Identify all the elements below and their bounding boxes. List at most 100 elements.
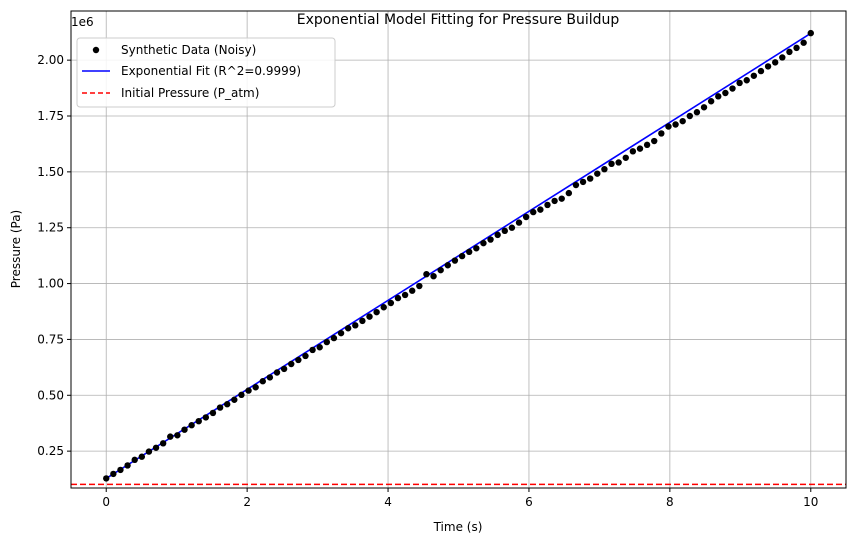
data-point <box>280 365 288 373</box>
data-point <box>501 227 508 235</box>
data-point <box>181 426 188 433</box>
data-point <box>131 456 138 464</box>
data-point <box>715 93 722 100</box>
exponential-fit-line <box>105 32 812 480</box>
data-point <box>480 239 487 247</box>
x-tick-label: 6 <box>525 495 533 509</box>
data-point <box>110 470 117 478</box>
data-point <box>771 59 779 66</box>
data-point <box>266 374 274 381</box>
data-point <box>743 77 750 84</box>
data-point <box>601 165 608 173</box>
data-point <box>373 308 380 316</box>
data-point <box>188 422 195 429</box>
data-point <box>380 304 387 311</box>
data-point <box>216 404 224 411</box>
data-point <box>473 245 480 252</box>
data-point <box>352 322 359 329</box>
data-point <box>522 213 530 221</box>
data-point <box>444 262 451 269</box>
data-point <box>594 170 601 177</box>
data-point <box>152 444 160 451</box>
y-tick-label: 0.25 <box>37 444 64 458</box>
data-point <box>579 178 587 186</box>
data-point <box>138 453 146 460</box>
data-point <box>323 338 331 346</box>
data-point <box>622 154 629 161</box>
data-points <box>103 29 814 482</box>
data-point <box>651 137 658 145</box>
data-point <box>586 175 594 182</box>
y-axis: 0.25 0.50 0.75 1.00 1.25 1.50 1.75 2.00 <box>37 53 71 458</box>
data-point <box>145 448 153 455</box>
y-axis-scale-label: 1e6 <box>71 15 94 29</box>
data-point <box>729 85 736 92</box>
data-point <box>103 475 110 482</box>
data-point <box>252 384 259 391</box>
data-point <box>537 206 544 213</box>
y-tick-label: 0.75 <box>37 332 64 346</box>
data-point <box>515 219 523 226</box>
data-point <box>302 352 309 360</box>
data-point <box>394 294 402 302</box>
data-point <box>608 160 615 168</box>
data-point <box>273 369 281 376</box>
chart-title: Exponential Model Fitting for Pressure B… <box>297 12 620 28</box>
x-tick-label: 2 <box>243 495 251 509</box>
x-tick-label: 8 <box>666 495 674 509</box>
data-point <box>530 208 537 216</box>
data-point <box>636 145 644 152</box>
data-point <box>316 344 323 351</box>
data-point <box>401 291 409 299</box>
data-point <box>309 346 316 354</box>
data-point <box>686 112 694 120</box>
x-tick-label: 0 <box>102 495 110 509</box>
data-point <box>387 299 395 307</box>
data-point <box>337 329 345 337</box>
y-axis-label: Pressure (Pa) <box>9 210 23 288</box>
data-point <box>124 462 131 469</box>
data-point <box>551 197 558 205</box>
data-point <box>672 121 679 128</box>
data-point <box>793 44 800 52</box>
y-tick-label: 1.25 <box>37 221 64 235</box>
data-point <box>458 252 466 260</box>
y-tick-label: 1.50 <box>37 165 64 179</box>
x-tick-label: 10 <box>803 495 818 509</box>
data-point <box>572 181 580 189</box>
data-point <box>615 159 622 166</box>
data-point <box>451 257 459 264</box>
legend-label-data: Synthetic Data (Noisy) <box>121 43 256 57</box>
data-point <box>259 378 266 385</box>
data-point <box>565 189 573 197</box>
y-tick-label: 1.75 <box>37 109 64 123</box>
data-point <box>437 266 444 274</box>
data-point <box>658 130 665 137</box>
legend: Synthetic Data (Noisy) Exponential Fit (… <box>76 37 336 108</box>
data-point <box>693 109 701 116</box>
data-point <box>800 39 807 46</box>
legend-marker-data <box>92 46 100 54</box>
legend-label-atm: Initial Pressure (P_atm) <box>121 86 259 100</box>
data-point <box>466 248 473 256</box>
data-point <box>779 54 786 61</box>
data-point <box>409 287 416 294</box>
data-point <box>366 313 373 320</box>
data-point <box>757 67 765 75</box>
data-point <box>231 396 238 403</box>
data-point <box>167 433 174 440</box>
data-point <box>736 79 743 87</box>
data-point <box>344 325 352 332</box>
data-point <box>679 117 686 125</box>
legend-frame <box>76 37 336 108</box>
data-point <box>202 414 210 421</box>
data-point <box>423 270 430 278</box>
data-point <box>786 48 793 56</box>
data-point <box>643 141 651 149</box>
plot-frame <box>70 10 847 489</box>
data-point <box>430 272 437 280</box>
data-point <box>487 236 494 243</box>
data-point <box>295 356 302 364</box>
data-point <box>722 89 729 97</box>
